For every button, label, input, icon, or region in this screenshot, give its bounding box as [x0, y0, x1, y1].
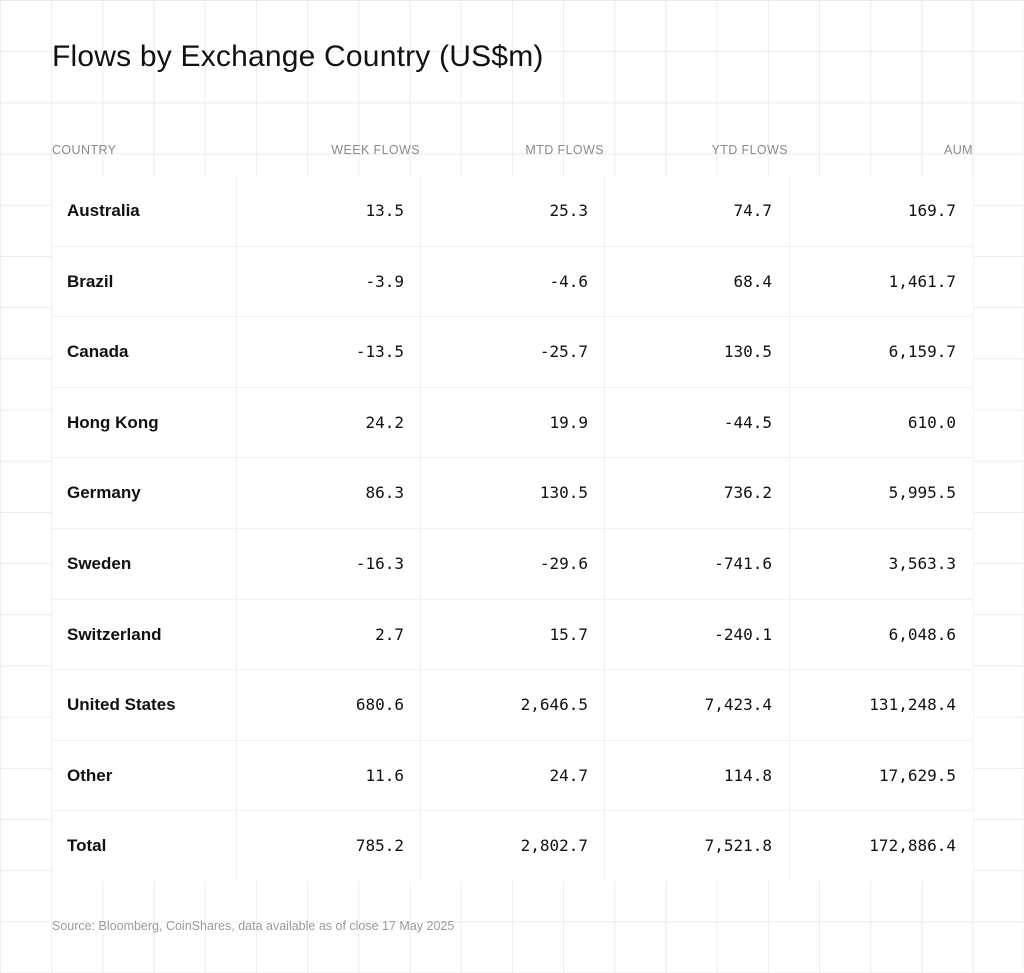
cell-aum: 169.7 — [907, 201, 956, 220]
cell-aum: 17,629.5 — [878, 765, 956, 785]
cell-country: Hong Kong — [67, 412, 159, 432]
cell-week-flows: 680.6 — [355, 695, 404, 715]
cell-country: Switzerland — [67, 624, 162, 644]
cell-mtd-flows: 2,802.7 — [520, 836, 588, 856]
cell-aum: 6,048.6 — [888, 624, 956, 644]
column-header-mtd-flows: MTD FLOWS — [525, 143, 604, 157]
table-row: Total 785.2 2,802.7 7,521.8 172,886.4 — [52, 811, 973, 881]
cell-mtd-flows: 2,646.5 — [520, 695, 588, 715]
cell-country: Total — [67, 836, 107, 856]
cell-country: Australia — [67, 201, 140, 220]
column-header-ytd-flows: YTD FLOWS — [711, 143, 788, 157]
cell-mtd-flows: -25.7 — [539, 342, 588, 362]
cell-aum: 172,886.4 — [869, 836, 956, 856]
cell-week-flows: -3.9 — [365, 271, 404, 291]
column-header-week-flows: WEEK FLOWS — [331, 143, 420, 157]
column-header-country: COUNTRY — [52, 143, 117, 157]
cell-ytd-flows: 114.8 — [723, 765, 772, 785]
table-row: Brazil -3.9 -4.6 68.4 1,461.7 — [52, 247, 973, 318]
cell-aum: 6,159.7 — [888, 342, 956, 362]
cell-country: Other — [67, 765, 113, 785]
cell-week-flows: 2.7 — [375, 624, 404, 644]
cell-mtd-flows: 25.3 — [549, 201, 588, 220]
table-row: Hong Kong 24.2 19.9 -44.5 610.0 — [52, 388, 973, 459]
cell-ytd-flows: 130.5 — [723, 342, 772, 362]
table-row: Switzerland 2.7 15.7 -240.1 6,048.6 — [52, 600, 973, 671]
cell-week-flows: 13.5 — [365, 201, 404, 220]
cell-ytd-flows: 74.7 — [733, 201, 772, 220]
table-header: COUNTRY WEEK FLOWS MTD FLOWS YTD FLOWS A… — [52, 143, 973, 159]
cell-mtd-flows: 15.7 — [549, 624, 588, 644]
cell-ytd-flows: 7,423.4 — [704, 695, 772, 715]
cell-week-flows: -13.5 — [355, 342, 404, 362]
cell-week-flows: -16.3 — [355, 553, 404, 573]
cell-ytd-flows: 736.2 — [723, 483, 772, 503]
cell-aum: 3,563.3 — [888, 553, 956, 573]
source-note: Source: Bloomberg, CoinShares, data avai… — [52, 919, 455, 933]
cell-mtd-flows: 24.7 — [549, 765, 588, 785]
cell-country: Germany — [67, 483, 141, 503]
cell-week-flows: 785.2 — [355, 836, 404, 856]
column-header-aum: AUM — [944, 143, 973, 157]
cell-week-flows: 24.2 — [365, 412, 404, 432]
cell-country: Sweden — [67, 553, 132, 573]
cell-aum: 131,248.4 — [869, 695, 956, 715]
table-row: Sweden -16.3 -29.6 -741.6 3,563.3 — [52, 529, 973, 600]
cell-aum: 610.0 — [907, 412, 956, 432]
cell-ytd-flows: -240.1 — [714, 624, 772, 644]
cell-ytd-flows: 7,521.8 — [704, 836, 772, 856]
table-row: Canada -13.5 -25.7 130.5 6,159.7 — [52, 317, 973, 388]
cell-country: Canada — [67, 342, 129, 362]
cell-ytd-flows: -741.6 — [714, 553, 772, 573]
cell-mtd-flows: 130.5 — [539, 483, 588, 503]
cell-ytd-flows: -44.5 — [723, 412, 772, 432]
cell-country: Brazil — [67, 271, 114, 291]
cell-country: United States — [67, 695, 176, 715]
cell-aum: 1,461.7 — [888, 271, 956, 291]
cell-ytd-flows: 68.4 — [733, 271, 772, 291]
cell-aum: 5,995.5 — [888, 483, 956, 503]
cell-mtd-flows: -29.6 — [539, 553, 588, 573]
cell-week-flows: 11.6 — [365, 765, 404, 785]
table-row: Germany 86.3 130.5 736.2 5,995.5 — [52, 458, 973, 529]
flows-table: Australia 13.5 25.3 74.7 169.7 Brazil -3.9 -4.6… — [52, 176, 973, 881]
chart-title: Flows by Exchange Country (US$m) — [52, 40, 544, 73]
table-row: United States 680.6 2,646.5 7,423.4 131,248.… — [52, 670, 973, 741]
cell-week-flows: 86.3 — [365, 483, 404, 503]
cell-mtd-flows: 19.9 — [549, 412, 588, 432]
table-row: Australia 13.5 25.3 74.7 169.7 — [52, 176, 973, 247]
table-row: Other 11.6 24.7 114.8 17,629.5 — [52, 741, 973, 812]
cell-mtd-flows: -4.6 — [549, 271, 588, 291]
